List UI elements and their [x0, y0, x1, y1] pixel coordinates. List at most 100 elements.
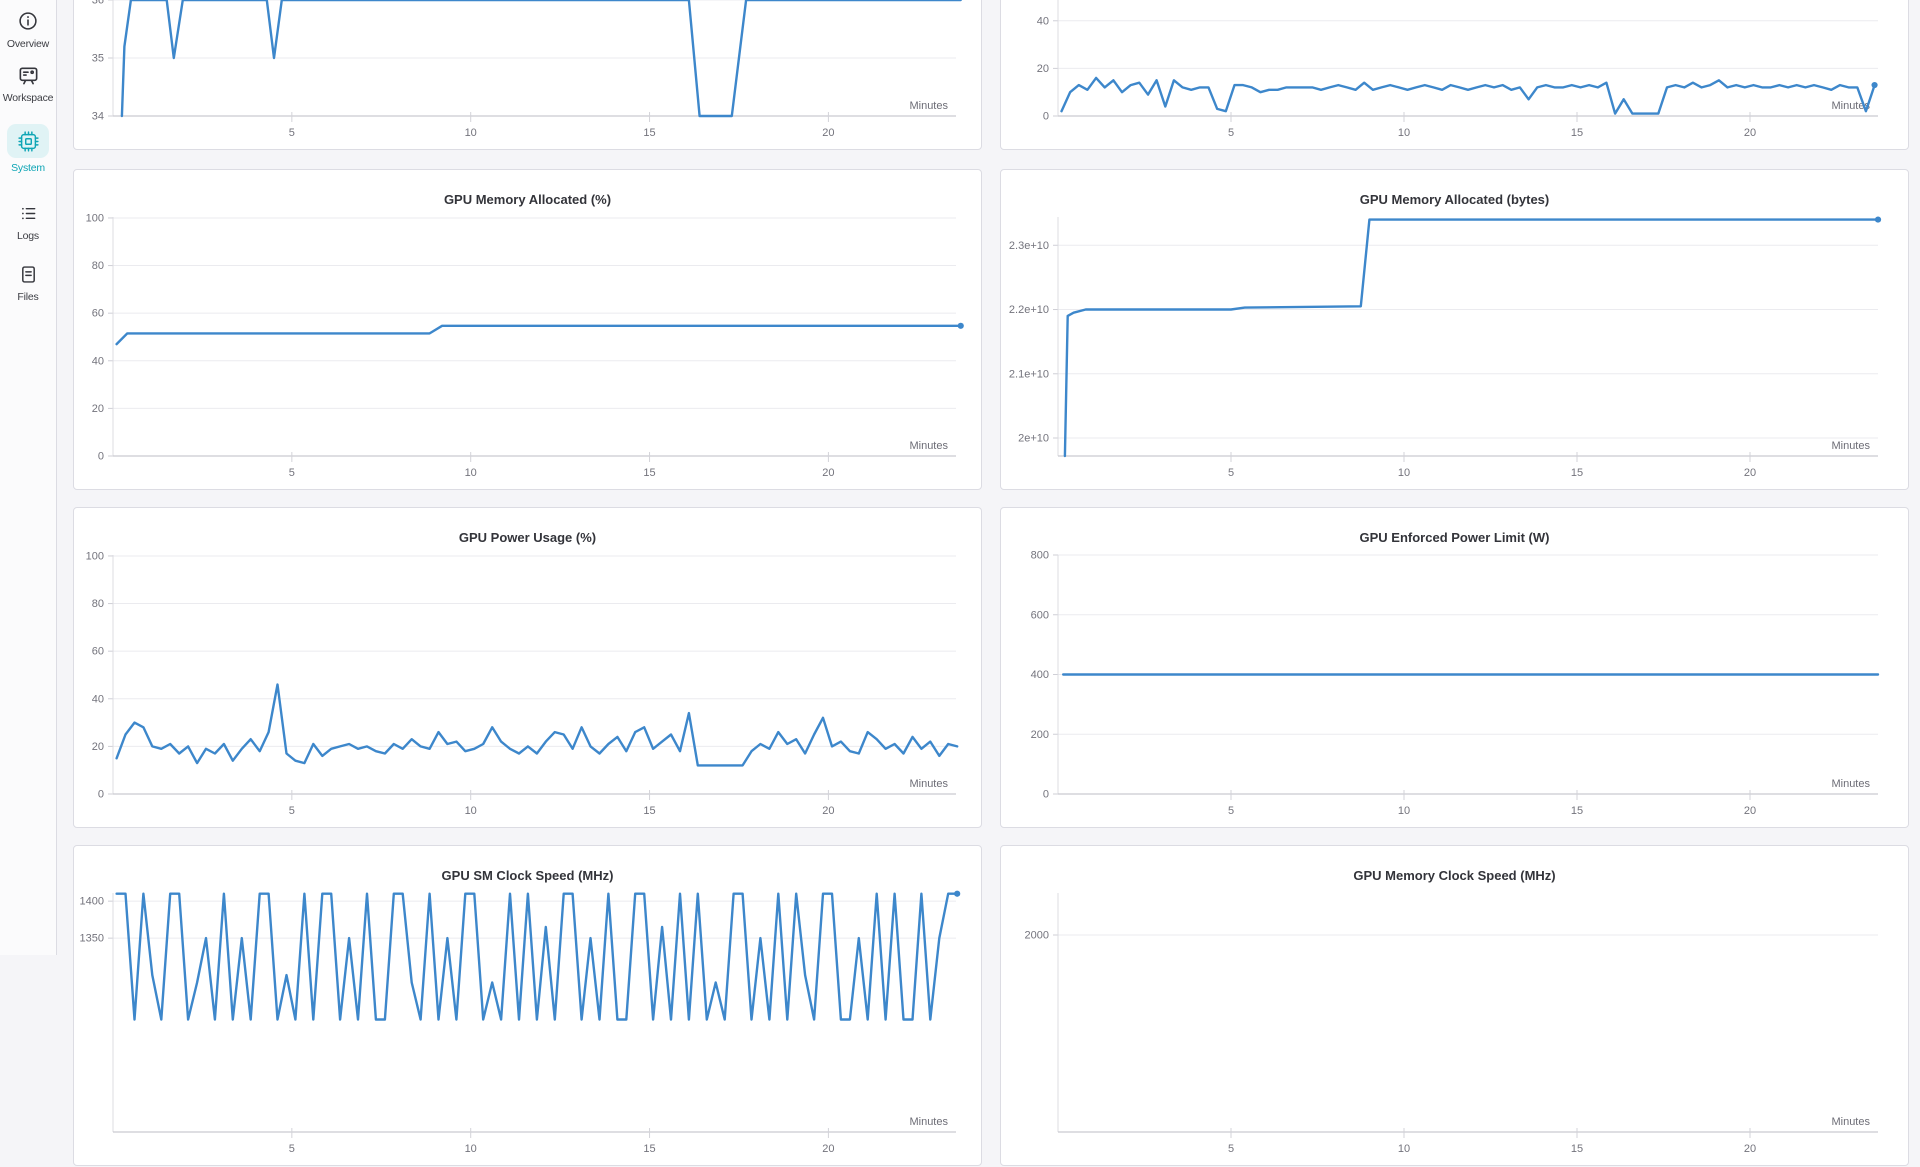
- svg-text:60: 60: [92, 308, 104, 320]
- sidebar-item-files[interactable]: Files: [0, 261, 56, 303]
- svg-text:20: 20: [1744, 805, 1756, 817]
- svg-text:0: 0: [98, 789, 104, 801]
- svg-text:15: 15: [1571, 467, 1583, 479]
- svg-text:15: 15: [1571, 805, 1583, 817]
- svg-text:Minutes: Minutes: [909, 440, 948, 452]
- svg-text:80: 80: [92, 598, 104, 610]
- svg-text:15: 15: [643, 467, 655, 479]
- sidebar-item-label: System: [11, 162, 45, 174]
- svg-text:20: 20: [822, 467, 834, 479]
- svg-text:5: 5: [1228, 127, 1234, 139]
- svg-text:10: 10: [465, 467, 477, 479]
- line-chart-canvas[interactable]: 100 80 60 40 20 0 5 10 15 20 Minutes: [74, 170, 983, 491]
- svg-text:2.2e+10: 2.2e+10: [1009, 304, 1049, 316]
- svg-text:40: 40: [92, 693, 104, 705]
- sidebar-item-workspace[interactable]: Workspace: [0, 62, 56, 104]
- svg-text:40: 40: [1037, 15, 1049, 27]
- svg-text:5: 5: [1228, 805, 1234, 817]
- svg-text:20: 20: [822, 127, 834, 139]
- chart-panel-gpu-memory-clock-speed: GPU Memory Clock Speed (MHz) 2000 5 10 15 20…: [1000, 845, 1909, 1166]
- svg-text:80: 80: [92, 260, 104, 272]
- svg-text:5: 5: [1228, 1143, 1234, 1155]
- svg-text:34: 34: [92, 111, 104, 123]
- svg-text:20: 20: [1744, 127, 1756, 139]
- svg-text:1400: 1400: [80, 896, 104, 908]
- svg-text:10: 10: [1398, 467, 1410, 479]
- sidebar-item-label: Files: [17, 291, 39, 303]
- svg-text:Minutes: Minutes: [909, 1116, 948, 1128]
- svg-text:20: 20: [1744, 1143, 1756, 1155]
- line-chart-canvas[interactable]: 36 35 34 5 10 15 20 Minutes: [74, 0, 983, 151]
- chip-icon: [7, 124, 49, 158]
- svg-text:15: 15: [1571, 127, 1583, 139]
- chart-panel-gpu-memory-allocated-percent: GPU Memory Allocated (%) 100 80 60 40 20 0 5 10…: [73, 169, 982, 490]
- svg-text:Minutes: Minutes: [1831, 100, 1870, 112]
- svg-text:10: 10: [465, 127, 477, 139]
- svg-text:5: 5: [289, 467, 295, 479]
- svg-text:20: 20: [92, 741, 104, 753]
- svg-text:20: 20: [822, 805, 834, 817]
- chart-panel-untitled-top-left: 36 35 34 5 10 15 20 Minutes: [73, 0, 982, 150]
- svg-text:35: 35: [92, 52, 104, 64]
- svg-text:Minutes: Minutes: [1831, 440, 1870, 452]
- sidebar-item-overview[interactable]: Overview: [0, 8, 56, 50]
- svg-text:10: 10: [465, 1143, 477, 1155]
- svg-text:10: 10: [465, 805, 477, 817]
- svg-text:5: 5: [1228, 467, 1234, 479]
- svg-text:1350: 1350: [80, 933, 104, 945]
- svg-text:2000: 2000: [1025, 929, 1049, 941]
- svg-text:Minutes: Minutes: [909, 100, 948, 112]
- svg-text:Minutes: Minutes: [909, 778, 948, 790]
- chart-panel-gpu-power-usage-percent: GPU Power Usage (%) 100 80 60 40 20 0 5 10 15 20 M…: [73, 507, 982, 828]
- svg-text:100: 100: [86, 212, 104, 224]
- svg-text:800: 800: [1031, 550, 1049, 562]
- sidebar-item-logs[interactable]: Logs: [0, 200, 56, 242]
- line-chart-canvas[interactable]: 2.3e+10 2.2e+10 2.1e+10 2e+10 5 10 15 20 Minutes: [1001, 170, 1910, 491]
- line-chart-canvas[interactable]: 800 600 400 200 0 5 10 15 20 Minutes: [1001, 508, 1910, 829]
- svg-text:2e+10: 2e+10: [1018, 433, 1049, 445]
- svg-text:15: 15: [643, 805, 655, 817]
- svg-text:Minutes: Minutes: [1831, 1116, 1870, 1128]
- run-sidebar: Overview Workspace Sys: [0, 0, 57, 955]
- sidebar-item-label: Overview: [6, 38, 50, 50]
- line-chart-canvas[interactable]: 40 20 0 5 10 15 20 Minutes: [1001, 0, 1910, 151]
- chart-title: GPU Memory Allocated (bytes): [1359, 192, 1550, 207]
- svg-text:20: 20: [822, 1143, 834, 1155]
- svg-text:5: 5: [289, 805, 295, 817]
- chart-title: GPU Memory Allocated (%): [443, 192, 612, 207]
- line-chart-canvas[interactable]: 100 80 60 40 20 0 5 10 15 20 Minutes: [74, 508, 983, 829]
- sidebar-item-label: Workspace: [2, 92, 54, 104]
- svg-text:15: 15: [1571, 1143, 1583, 1155]
- chart-panel-untitled-top-right: 40 20 0 5 10 15 20 Minutes: [1000, 0, 1909, 150]
- chart-title: GPU Power Usage (%): [458, 530, 597, 545]
- line-chart-canvas[interactable]: 2000 5 10 15 20 Minutes: [1001, 846, 1910, 1167]
- sidebar-item-system[interactable]: System: [0, 124, 56, 174]
- svg-text:20: 20: [1744, 467, 1756, 479]
- svg-text:40: 40: [92, 355, 104, 367]
- svg-text:15: 15: [643, 1143, 655, 1155]
- svg-text:2.3e+10: 2.3e+10: [1009, 240, 1049, 252]
- svg-text:100: 100: [86, 550, 104, 562]
- chart-panel-gpu-enforced-power-limit: GPU Enforced Power Limit (W) 800 600 400 20…: [1000, 507, 1909, 828]
- svg-text:0: 0: [1043, 111, 1049, 123]
- chart-title: GPU SM Clock Speed (MHz): [441, 868, 614, 883]
- svg-text:60: 60: [92, 646, 104, 658]
- svg-text:10: 10: [1398, 1143, 1410, 1155]
- chart-panel-gpu-sm-clock-speed: GPU SM Clock Speed (MHz) 1400 1350 5 10 15 20…: [73, 845, 982, 1166]
- svg-text:36: 36: [92, 0, 104, 6]
- svg-text:400: 400: [1031, 669, 1049, 681]
- logs-list-icon: [7, 200, 49, 226]
- svg-text:Minutes: Minutes: [1831, 778, 1870, 790]
- chart-panel-gpu-memory-allocated-bytes: GPU Memory Allocated (bytes) 2.3e+10 2.2e…: [1000, 169, 1909, 490]
- svg-text:0: 0: [98, 451, 104, 463]
- document-icon: [7, 261, 49, 287]
- workspace-icon: [7, 62, 49, 88]
- svg-text:2.1e+10: 2.1e+10: [1009, 368, 1049, 380]
- line-chart-canvas[interactable]: 1400 1350 5 10 15 20 Minutes: [74, 846, 983, 1167]
- svg-text:0: 0: [1043, 789, 1049, 801]
- sidebar-item-label: Logs: [17, 230, 39, 242]
- chart-title: GPU Enforced Power Limit (W): [1359, 530, 1550, 545]
- svg-text:20: 20: [92, 403, 104, 415]
- svg-text:15: 15: [643, 127, 655, 139]
